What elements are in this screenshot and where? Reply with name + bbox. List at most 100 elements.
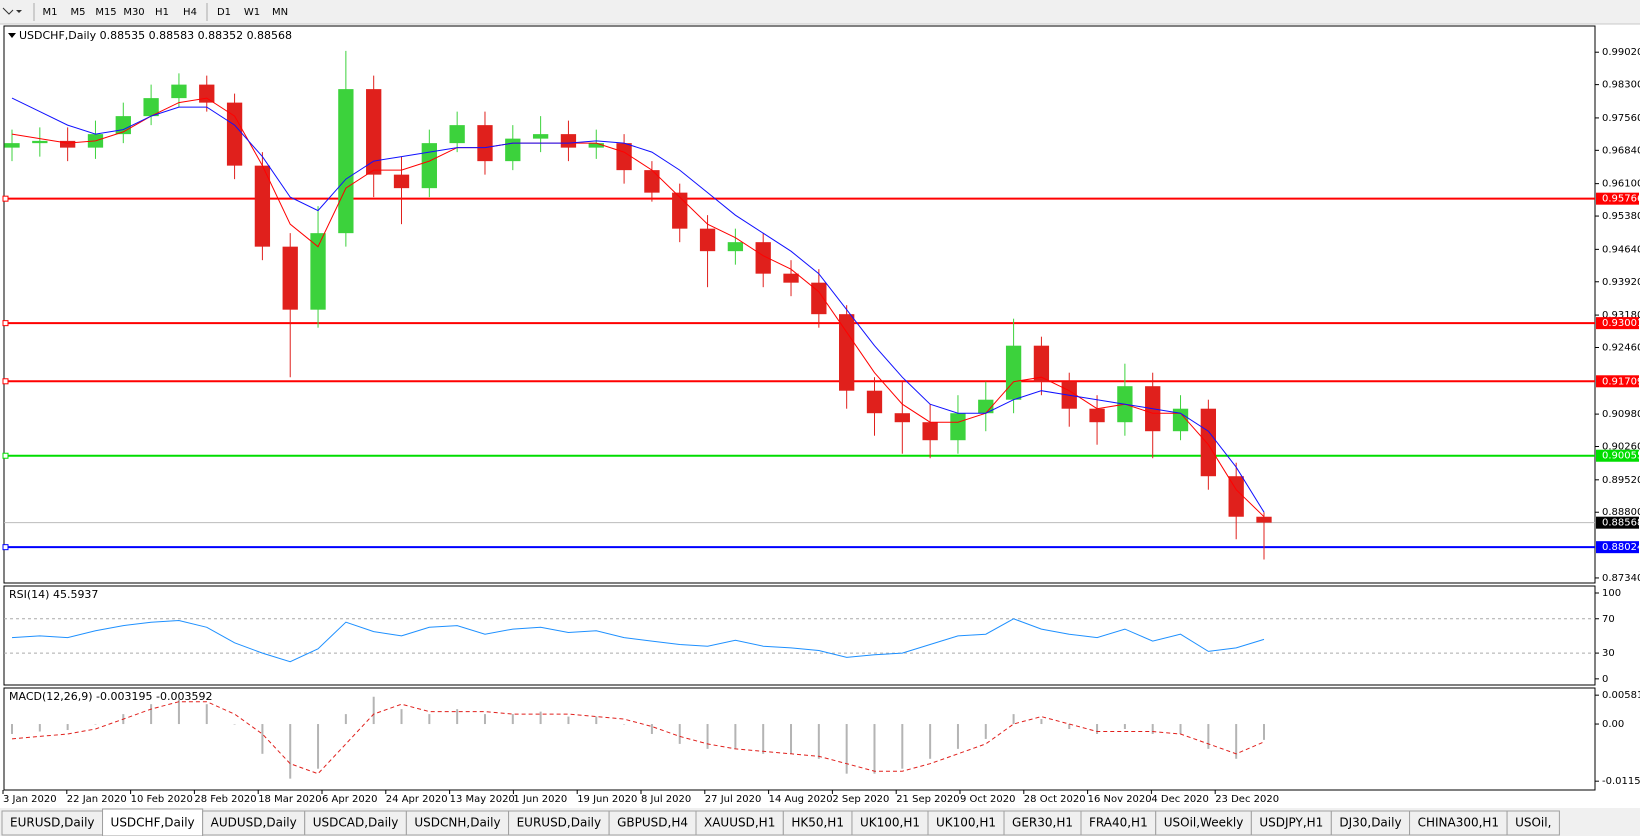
tab-label[interactable]: UK100,H1 xyxy=(936,816,996,830)
y-tick-label: 0.96840 xyxy=(1602,145,1640,156)
tab[interactable] xyxy=(1506,810,1560,836)
level-label-bg xyxy=(1596,375,1639,388)
candle-body xyxy=(1172,408,1189,432)
candle-body xyxy=(950,413,966,441)
candle-body xyxy=(588,143,604,148)
tab[interactable] xyxy=(405,810,510,836)
x-tick-label: 18 Mar 2020 xyxy=(258,794,321,805)
timeframe-button[interactable]: M30 xyxy=(123,7,144,18)
tab[interactable] xyxy=(1155,810,1252,836)
level-label: 0.93001 xyxy=(1602,318,1640,329)
tab[interactable] xyxy=(304,810,407,836)
x-tick-label: 3 Jan 2020 xyxy=(3,794,57,805)
tab-label[interactable]: AUDUSD,Daily xyxy=(211,816,297,830)
tab[interactable] xyxy=(1080,810,1157,836)
level-label: 0.88024 xyxy=(1602,542,1640,553)
tab[interactable] xyxy=(851,810,929,836)
macd-bar xyxy=(1235,724,1238,759)
macd-bar xyxy=(1123,724,1126,729)
tab-label[interactable]: UK100,H1 xyxy=(860,816,920,830)
toolbar xyxy=(0,0,1640,24)
level-handle[interactable] xyxy=(2,452,9,459)
tab[interactable] xyxy=(202,810,306,836)
candle-body xyxy=(199,84,215,103)
y-tick-label: 0.93920 xyxy=(1602,277,1640,288)
tool-icon[interactable] xyxy=(2,7,14,15)
timeframe-button[interactable]: H1 xyxy=(155,7,169,18)
candle-body xyxy=(1005,345,1022,400)
tab-label[interactable]: GER30,H1 xyxy=(1012,816,1073,830)
timeframe-button[interactable]: M5 xyxy=(71,7,86,18)
tab-label[interactable]: GBPUSD,H4 xyxy=(617,816,688,830)
macd-bar xyxy=(400,709,403,725)
candle-body xyxy=(866,390,883,414)
candle-body xyxy=(505,138,521,162)
level-handle[interactable] xyxy=(2,544,9,551)
x-tick-label: 28 Feb 2020 xyxy=(194,794,256,805)
y-tick-label: 0 xyxy=(1602,674,1608,685)
tab-label[interactable]: HK50,H1 xyxy=(791,816,844,830)
macd-bar xyxy=(317,724,320,769)
tab-label[interactable]: EURUSD,Daily xyxy=(517,816,602,830)
candle-body xyxy=(1228,476,1244,517)
tab-label[interactable]: EURUSD,Daily xyxy=(10,816,95,830)
tab[interactable] xyxy=(608,810,697,836)
level-handle[interactable] xyxy=(2,378,9,385)
tab-label[interactable]: USDCAD,Daily xyxy=(313,816,399,830)
tab-label[interactable]: DJ30,Daily xyxy=(1339,816,1401,830)
tab-label[interactable]: XAUUSD,H1 xyxy=(704,816,775,830)
y-tick-label: 0.94640 xyxy=(1602,244,1640,255)
timeframe-button[interactable]: H4 xyxy=(183,7,197,18)
candle-body xyxy=(894,413,910,423)
symbol-menu[interactable] xyxy=(8,33,16,38)
macd-bar xyxy=(233,724,236,725)
chart-title: USDCHF,Daily 0.88535 0.88583 0.88352 0.8… xyxy=(19,29,292,42)
tab-label[interactable]: USDCNH,Daily xyxy=(414,816,500,830)
macd-bar xyxy=(150,704,153,725)
candle-body xyxy=(532,134,549,139)
tab-label[interactable]: CHINA300,H1 xyxy=(1418,816,1500,830)
tab[interactable] xyxy=(508,810,610,836)
timeframe-button[interactable]: D1 xyxy=(217,7,231,18)
tab[interactable] xyxy=(782,810,853,836)
tool-dropdown[interactable] xyxy=(16,10,22,13)
candle-body xyxy=(226,102,243,166)
macd-bar xyxy=(289,724,292,779)
macd-bar xyxy=(1012,714,1015,725)
candle-body xyxy=(310,233,326,310)
tab[interactable] xyxy=(102,808,204,837)
macd-bar xyxy=(873,724,876,774)
x-tick-label: 16 Nov 2020 xyxy=(1088,794,1152,805)
tab-label[interactable]: USDJPY,H1 xyxy=(1259,816,1323,830)
level-handle[interactable] xyxy=(2,195,9,202)
candle-body xyxy=(449,125,465,144)
candle-body xyxy=(616,143,632,171)
tab[interactable] xyxy=(927,810,1005,836)
tab-label[interactable]: USDCHF,Daily xyxy=(111,816,195,830)
candle-body xyxy=(1033,345,1050,382)
tab[interactable] xyxy=(1330,810,1411,836)
macd-bar xyxy=(1179,724,1182,734)
y-tick-label: 30 xyxy=(1602,648,1615,659)
timeframe-button[interactable]: W1 xyxy=(244,7,260,18)
x-tick-label: 24 Apr 2020 xyxy=(386,794,448,805)
macd-bar xyxy=(11,724,13,734)
tab[interactable] xyxy=(695,810,784,836)
y-tick-label: 0.87340 xyxy=(1602,573,1640,584)
timeframe-button[interactable]: M15 xyxy=(95,7,116,18)
candle-body xyxy=(783,273,799,283)
macd-bar xyxy=(845,724,848,774)
tab[interactable] xyxy=(1250,810,1332,836)
tab-label[interactable]: FRA40,H1 xyxy=(1089,816,1148,830)
timeframe-button[interactable]: M1 xyxy=(43,7,58,18)
y-tick-label: 70 xyxy=(1602,614,1615,625)
level-handle[interactable] xyxy=(2,320,9,327)
tab[interactable] xyxy=(1409,810,1508,836)
y-tick-label: 0.88800 xyxy=(1602,507,1640,518)
tab-label[interactable]: USOil, xyxy=(1515,816,1551,830)
timeframe-button[interactable]: MN xyxy=(272,7,288,18)
tab-label[interactable]: USOil,Weekly xyxy=(1164,816,1244,830)
candle-body xyxy=(59,140,76,148)
candle-body xyxy=(366,89,382,175)
y-tick-label: 0.97560 xyxy=(1602,113,1640,124)
